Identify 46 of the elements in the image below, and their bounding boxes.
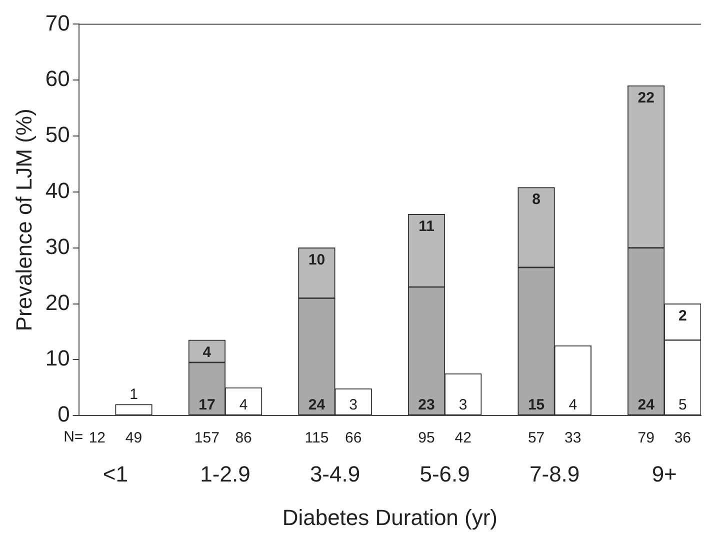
annotation: 8 [532, 191, 540, 208]
annotation: 3 [349, 396, 358, 414]
annotation: 22 [638, 89, 654, 106]
y-tick-label: 60 [45, 66, 70, 92]
annotation: 4 [202, 344, 212, 361]
annotation: 1 [130, 386, 138, 404]
x-tick-label: 95 [418, 430, 435, 447]
x-tick-label: 33 [564, 430, 582, 447]
annotation: 2 [678, 307, 687, 324]
annotation: 17 [198, 396, 216, 414]
x-tick-label: 36 [674, 430, 691, 447]
x-tick-label: 57 [528, 430, 545, 447]
annotation: 5 [678, 396, 687, 414]
annotation: 10 [308, 252, 326, 268]
annotation: 24 [638, 396, 656, 414]
x-tick-label: 79 [638, 430, 654, 447]
text: 9+ [652, 462, 677, 487]
annotation: 3 [458, 396, 468, 414]
text: N= [64, 428, 84, 446]
annotation: 15 [528, 396, 545, 414]
x-tick-label: 49 [125, 430, 142, 447]
x-tick-label: 42 [454, 430, 472, 447]
text: 3-4.9 [310, 462, 360, 487]
y-tick-label: 50 [45, 122, 70, 148]
annotation: 11 [418, 218, 434, 235]
y-tick-label: 40 [45, 178, 70, 204]
text: <1 [102, 462, 128, 487]
text: 1-2.9 [200, 462, 250, 487]
text: 5-6.9 [420, 462, 470, 487]
annotation: 24 [308, 396, 326, 414]
x-tick-label: 86 [235, 430, 252, 447]
y-tick-label: 20 [45, 290, 70, 315]
y-tick-label: 10 [45, 346, 70, 371]
annotation: 4 [568, 396, 578, 414]
y-tick-label: 0 [58, 402, 70, 427]
x-tick-label: 157 [194, 430, 220, 447]
text: 7-8.9 [530, 462, 580, 487]
x-tick-label: 115 [304, 430, 329, 447]
y-tick-label: 30 [45, 234, 70, 259]
y-tick-label: 70 [45, 10, 70, 36]
y-axis-title: Prevalence of LJM (%) [11, 108, 36, 332]
x-axis-title: Diabetes Duration (yr) [282, 504, 498, 530]
annotation: 4 [239, 396, 248, 414]
x-tick-label: 12 [88, 430, 106, 447]
x-tick-label: 66 [344, 430, 362, 447]
annotation: 23 [418, 396, 435, 414]
